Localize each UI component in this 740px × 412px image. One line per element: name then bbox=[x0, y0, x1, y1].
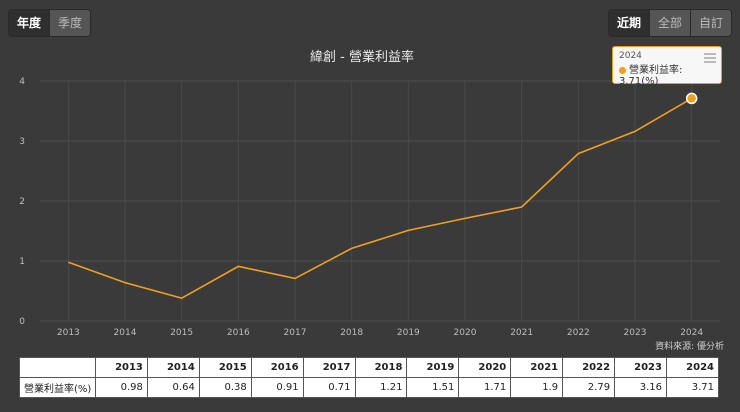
period-toggle: 年度 季度 bbox=[8, 9, 92, 37]
table-value-cell: 3.71 bbox=[665, 377, 720, 398]
tooltip-year: 2024 bbox=[619, 51, 642, 61]
table-row-label: 營業利益率(%) bbox=[19, 377, 96, 398]
x-tick-label: 2018 bbox=[340, 328, 363, 338]
x-tick-label: 2021 bbox=[510, 328, 533, 338]
table-value-cell: 0.91 bbox=[250, 377, 304, 398]
x-axis: 2013 2014 2015 2016 2017 2018 2019 2020 2021 2022… bbox=[57, 328, 704, 338]
table-value-cell: 1.9 bbox=[510, 377, 564, 398]
tab-all[interactable]: 全部 bbox=[649, 10, 691, 36]
series-line bbox=[68, 97, 693, 300]
chart-title: 緯創 - 營業利益率 bbox=[310, 49, 414, 65]
x-tick-label: 2016 bbox=[227, 328, 250, 338]
table-value-cell: 0.98 bbox=[95, 377, 148, 398]
highlight-point[interactable] bbox=[685, 92, 698, 105]
table-year-cell: 2017 bbox=[302, 357, 356, 378]
table-value-cell: 0.71 bbox=[302, 377, 356, 398]
table-year-cell: 2013 bbox=[95, 357, 148, 378]
table-year-cell: 2020 bbox=[458, 357, 512, 378]
x-tick-label: 2024 bbox=[680, 328, 703, 338]
table-header-row: 2013 2014 2015 2016 2017 2018 2019 2020 2021 2022… bbox=[19, 357, 720, 378]
tooltip-value: 營業利益率: 3.71(%) bbox=[619, 65, 683, 87]
table-value-cell: 1.71 bbox=[458, 377, 512, 398]
source-note: 資料來源: 優分析 bbox=[655, 342, 724, 352]
x-tick-label: 2019 bbox=[397, 328, 420, 338]
table-year-cell: 2022 bbox=[562, 357, 616, 378]
y-tick-label: 2 bbox=[19, 197, 25, 207]
x-tick-label: 2020 bbox=[454, 328, 477, 338]
table-value-cell: 2.79 bbox=[562, 377, 616, 398]
range-toggle: 近期 全部 自訂 bbox=[607, 9, 732, 37]
table-year-cell: 2019 bbox=[406, 357, 460, 378]
x-tick-label: 2014 bbox=[114, 328, 137, 338]
table-year-cell: 2016 bbox=[250, 357, 304, 378]
tooltip-series-dot bbox=[619, 66, 626, 74]
y-tick-label: 1 bbox=[19, 257, 25, 267]
table-value-cell: 0.38 bbox=[198, 377, 252, 398]
table-year-cell: 2018 bbox=[354, 357, 408, 378]
tab-recent[interactable]: 近期 bbox=[608, 10, 650, 36]
table-year-cell: 2021 bbox=[510, 357, 564, 378]
table-value-cell: 1.21 bbox=[354, 377, 408, 398]
y-axis: 0 1 2 3 4 bbox=[19, 77, 25, 327]
table-corner-cell bbox=[19, 357, 96, 378]
y-tick-label: 4 bbox=[19, 77, 25, 87]
table-year-cell: 2024 bbox=[665, 357, 720, 378]
table-year-cell: 2023 bbox=[614, 357, 667, 378]
table-value-cell: 0.64 bbox=[146, 377, 200, 398]
data-table: 2013 2014 2015 2016 2017 2018 2019 2020 2021 2022… bbox=[19, 357, 720, 398]
table-value-cell: 1.51 bbox=[406, 377, 460, 398]
tab-quarterly[interactable]: 季度 bbox=[50, 10, 91, 36]
table-row: 營業利益率(%) 0.98 0.64 0.38 0.91 0.71 1.21 1.51 1.71… bbox=[19, 377, 720, 398]
y-tick-label: 0 bbox=[19, 317, 25, 327]
tab-annual[interactable]: 年度 bbox=[9, 10, 51, 36]
tab-custom[interactable]: 自訂 bbox=[690, 10, 731, 36]
table-year-cell: 2014 bbox=[146, 357, 200, 378]
chart-tooltip: 2024 營業利益率: 3.71(%) bbox=[612, 46, 722, 87]
chart-series bbox=[68, 92, 698, 300]
table-value-cell: 3.16 bbox=[614, 377, 667, 398]
x-tick-label: 2015 bbox=[170, 328, 193, 338]
table-year-cell: 2015 bbox=[198, 357, 252, 378]
y-tick-label: 3 bbox=[19, 137, 25, 147]
chart-grid bbox=[40, 80, 720, 322]
x-tick-label: 2013 bbox=[57, 328, 80, 338]
x-tick-label: 2017 bbox=[284, 328, 307, 338]
x-tick-label: 2022 bbox=[567, 328, 590, 338]
x-tick-label: 2023 bbox=[624, 328, 647, 338]
menu-icon[interactable] bbox=[704, 53, 716, 65]
